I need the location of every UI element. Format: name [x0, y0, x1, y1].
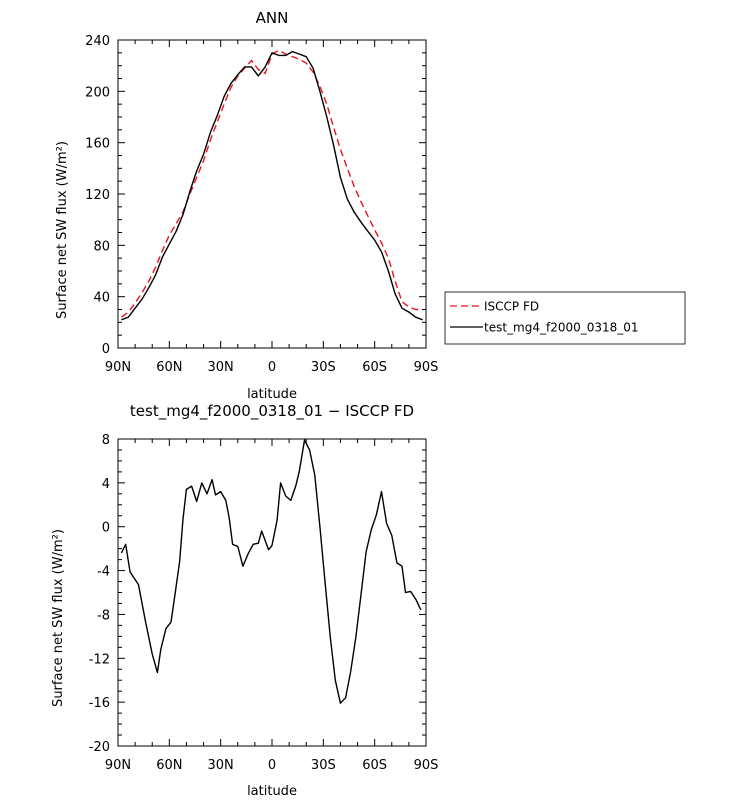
chart-2-xlabel: latitude [247, 784, 297, 799]
chart-1-ytick-label: 40 [93, 291, 110, 306]
chart-1-title: ANN [256, 9, 289, 27]
chart-2-xtick-label: 30S [311, 758, 336, 773]
chart-1-ytick-label: 0 [102, 342, 110, 357]
chart-2-xtick-label: 90S [414, 758, 439, 773]
chart-1-xtick-label: 90N [105, 360, 131, 375]
chart-2-xtick-label: 90N [105, 758, 131, 773]
chart-1-xtick-label: 30N [208, 360, 234, 375]
chart-2-xtick-label: 0 [268, 758, 276, 773]
chart-1-frame [117, 39, 427, 349]
chart-2-ytick-label: 8 [102, 433, 110, 448]
chart-1-ticks: 90N 60N 30N 0 30S 60S 90S 0 40 80 120 160 200 240 [85, 34, 438, 375]
chart-2-ytick-label: -4 [97, 565, 110, 580]
chart-1-xtick-label: 90S [414, 360, 439, 375]
chart-1-xlabel: latitude [247, 387, 297, 402]
chart-1-series-test-mg4-f2000-0318-01 [121, 50, 423, 321]
chart-1-xtick-label: 60S [362, 360, 387, 375]
chart-1-ylabel: Surface net SW flux (W/m²) [55, 141, 70, 319]
chart-2: test_mg4_f2000_0318_01 − ISCCP FD Surfac… [51, 402, 438, 799]
legend-box [444, 291, 686, 345]
chart-2-ytick-label: 4 [102, 477, 110, 492]
chart-2-title: test_mg4_f2000_0318_01 − ISCCP FD [130, 402, 414, 421]
chart-1-legend: ISCCP FD test_mg4_f2000_0318_01 [444, 291, 686, 345]
chart-1-ytick-label: 80 [93, 239, 110, 254]
chart-2-series [120, 439, 422, 704]
chart-1-ytick-label: 240 [85, 34, 110, 49]
chart-1-xtick-label: 0 [268, 360, 276, 375]
chart-2-ticks: 90N 60N 30N 0 30S 60S 90S -20 -16 -12 -8 -4 0 4 8 [89, 433, 439, 773]
chart-2-xtick-label: 60N [156, 758, 182, 773]
chart-1: ANN Surface net SW flux (W/m²) latitude … [55, 9, 686, 402]
chart-2-xtick-label: 60S [362, 758, 387, 773]
chart-2-ytick-label: -20 [89, 740, 110, 755]
chart-2-ytick-label: -12 [89, 652, 110, 667]
chart-2-ytick-label: 0 [102, 521, 110, 536]
chart-1-series [120, 49, 423, 321]
chart-1-ytick-label: 160 [85, 137, 110, 152]
chart-2-ytick-label: -16 [89, 696, 110, 711]
legend-label-test: test_mg4_f2000_0318_01 [484, 321, 639, 335]
chart-1-xtick-label: 30S [311, 360, 336, 375]
chart-2-frame [117, 438, 427, 747]
chart-1-xtick-label: 60N [156, 360, 182, 375]
chart-2-xtick-label: 30N [208, 758, 234, 773]
chart-2-ytick-label: -8 [97, 608, 110, 623]
chart-1-ytick-label: 200 [85, 85, 110, 100]
chart-1-series-isccp-fd [120, 49, 423, 318]
chart-2-series-diff [120, 439, 422, 704]
chart-1-ytick-label: 120 [85, 188, 110, 203]
legend-label-isccp: ISCCP FD [484, 300, 539, 314]
chart-2-ylabel: Surface net SW flux (W/m²) [51, 529, 66, 707]
